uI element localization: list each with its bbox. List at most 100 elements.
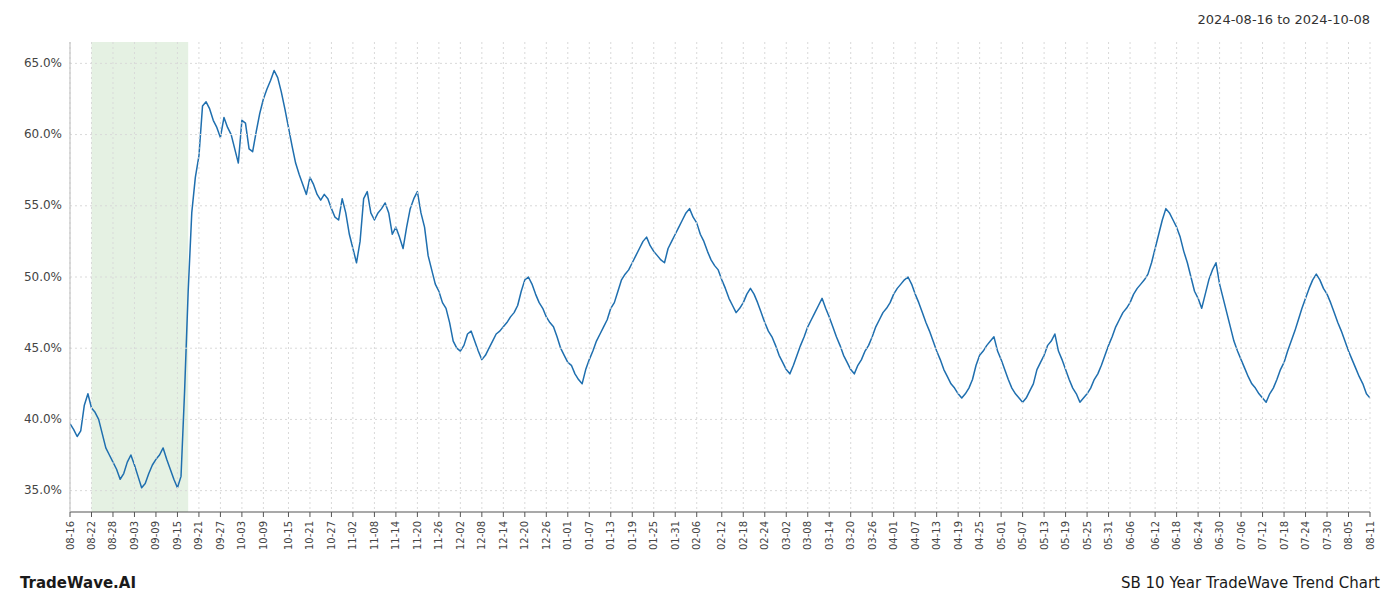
x-tick-label: 08-22 [86, 521, 97, 550]
x-grid-line [1022, 42, 1023, 512]
x-tick-label: 03-08 [802, 521, 813, 550]
x-grid-line [134, 42, 135, 512]
x-tick-label: 05-07 [1017, 521, 1028, 550]
x-grid-line [309, 42, 310, 512]
x-tick [1198, 512, 1199, 517]
x-grid-line [288, 42, 289, 512]
x-tick [1130, 512, 1131, 517]
x-tick-label: 02-24 [759, 521, 770, 550]
title: 2024-08-16 to 2024-10-08 [1198, 12, 1370, 27]
x-grid-line [786, 42, 787, 512]
y-grid-line [70, 348, 1370, 349]
x-tick-label: 01-13 [605, 521, 616, 550]
x-grid-line [1087, 42, 1088, 512]
x-grid-line [807, 42, 808, 512]
y-tick-label: 50.0% [24, 270, 62, 284]
y-tick-label: 60.0% [24, 127, 62, 141]
x-tick [696, 512, 697, 517]
x-tick-label: 11-14 [390, 521, 401, 550]
x-tick [155, 512, 156, 517]
x-tick-label: 03-14 [824, 521, 835, 550]
y-grid-line [70, 277, 1370, 278]
x-grid-line [503, 42, 504, 512]
x-grid-line [936, 42, 937, 512]
x-tick [546, 512, 547, 517]
x-tick [1065, 512, 1066, 517]
x-tick [1262, 512, 1263, 517]
x-tick-label: 02-18 [738, 521, 749, 550]
x-grid-line [263, 42, 264, 512]
x-grid-line [829, 42, 830, 512]
x-tick [807, 512, 808, 517]
x-tick-label: 12-20 [519, 521, 530, 550]
x-tick [1001, 512, 1002, 517]
chart: 35.0%40.0%45.0%50.0%55.0%60.0%65.0%08-16… [0, 0, 1400, 600]
x-tick-label: 01-01 [562, 521, 573, 550]
x-tick [721, 512, 722, 517]
y-tick-label: 55.0% [24, 198, 62, 212]
x-tick-label: 08-11 [1365, 521, 1376, 550]
x-tick-label: 08-16 [65, 521, 76, 550]
x-grid-line [241, 42, 242, 512]
x-tick-label: 06-12 [1150, 521, 1161, 550]
x-grid-line [331, 42, 332, 512]
x-tick-label: 11-20 [412, 521, 423, 550]
x-grid-line [1241, 42, 1242, 512]
y-tick-label: 40.0% [24, 412, 62, 426]
x-tick-label: 07-30 [1322, 521, 1333, 550]
x-grid-line [1305, 42, 1306, 512]
x-grid-line [1370, 42, 1371, 512]
x-grid-line [1219, 42, 1220, 512]
x-grid-line [177, 42, 178, 512]
x-grid-line [958, 42, 959, 512]
x-grid-line [653, 42, 654, 512]
x-tick-label: 03-26 [867, 521, 878, 550]
x-tick [134, 512, 135, 517]
x-tick-label: 07-24 [1300, 521, 1311, 550]
x-tick [1108, 512, 1109, 517]
x-tick-label: 08-05 [1343, 521, 1354, 550]
y-grid-line [70, 63, 1370, 64]
y-grid-line [70, 490, 1370, 491]
x-tick-label: 07-12 [1257, 521, 1268, 550]
x-grid-line [1262, 42, 1263, 512]
x-tick [1176, 512, 1177, 517]
x-tick [653, 512, 654, 517]
y-tick-label: 45.0% [24, 341, 62, 355]
x-tick [1241, 512, 1242, 517]
y-tick-label: 65.0% [24, 56, 62, 70]
x-tick [1087, 512, 1088, 517]
x-tick-label: 04-13 [931, 521, 942, 550]
x-grid-line [567, 42, 568, 512]
x-tick-label: 11-26 [433, 521, 444, 550]
x-tick [567, 512, 568, 517]
x-tick-label: 12-08 [476, 521, 487, 550]
x-tick-label: 06-30 [1214, 521, 1225, 550]
x-tick [786, 512, 787, 517]
x-tick [288, 512, 289, 517]
x-grid-line [70, 42, 71, 512]
x-tick [241, 512, 242, 517]
x-grid-line [524, 42, 525, 512]
x-tick-label: 10-21 [304, 521, 315, 550]
y-grid-line [70, 134, 1370, 135]
x-tick-label: 10-03 [236, 521, 247, 550]
footer-left: TradeWave.AI [20, 574, 136, 592]
x-grid-line [1155, 42, 1156, 512]
x-tick [1155, 512, 1156, 517]
x-tick-label: 09-09 [150, 521, 161, 550]
x-tick-label: 03-02 [781, 521, 792, 550]
x-tick-label: 06-24 [1193, 521, 1204, 550]
x-tick-label: 07-18 [1279, 521, 1290, 550]
x-tick [872, 512, 873, 517]
x-grid-line [352, 42, 353, 512]
x-tick [331, 512, 332, 517]
x-grid-line [1176, 42, 1177, 512]
x-grid-line [915, 42, 916, 512]
x-grid-line [546, 42, 547, 512]
x-tick-label: 12-02 [455, 521, 466, 550]
axes: 35.0%40.0%45.0%50.0%55.0%60.0%65.0%08-16… [24, 42, 1376, 550]
x-tick-label: 09-27 [215, 521, 226, 550]
x-tick-label: 02-12 [716, 521, 727, 550]
x-tick [374, 512, 375, 517]
